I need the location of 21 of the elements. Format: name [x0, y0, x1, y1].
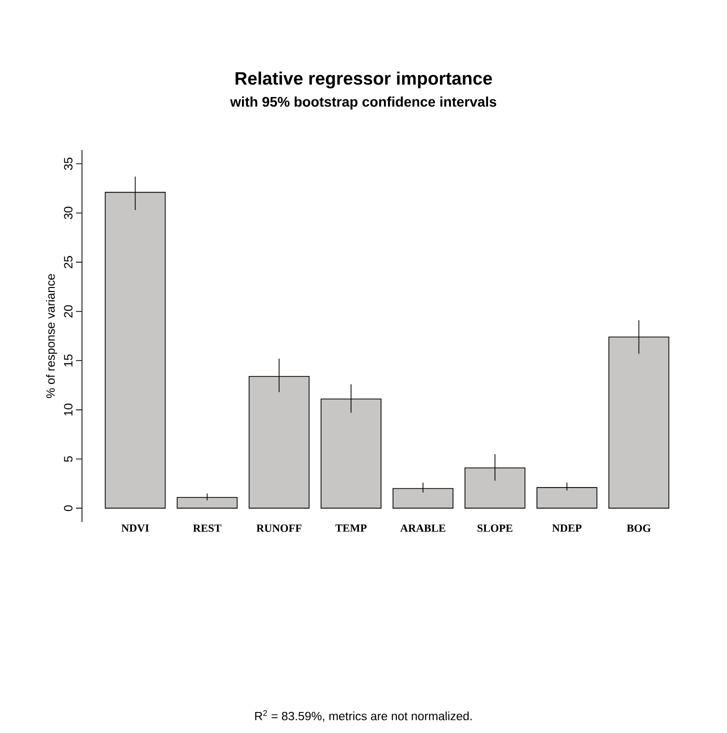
- y-tick-label: 5: [64, 456, 72, 462]
- y-tick-label: 0: [64, 505, 72, 512]
- chart-title: Relative regressor importance: [236, 72, 492, 88]
- x-tick-label: RUNOFF: [256, 524, 302, 532]
- y-tick-label: 20: [64, 305, 72, 318]
- x-tick-label: SLOPE: [478, 524, 512, 532]
- y-tick-label: 35: [64, 158, 72, 170]
- y-tick-label: 10: [64, 404, 72, 416]
- text: R$^{2}$ = 83.59%, metrics are not normalized.: [255, 710, 472, 722]
- chart-subtitle: with 95% bootstrap confidence intervals: [230, 96, 496, 110]
- x-tick-label: BOG: [626, 524, 651, 532]
- x-tick-label: TEMP: [335, 524, 367, 532]
- y-tick-label: 25: [64, 256, 72, 268]
- y-tick-label: 30: [64, 206, 72, 220]
- x-tick-label: NDVI: [121, 524, 149, 532]
- y-axis-title: % of response variance: [46, 274, 58, 398]
- bar: [176, 496, 238, 509]
- x-tick-label: REST: [193, 524, 222, 532]
- x-tick-label: NDEP: [552, 524, 582, 532]
- x-tick-label: ARABLE: [400, 524, 446, 532]
- y-tick-label: 15: [64, 354, 72, 366]
